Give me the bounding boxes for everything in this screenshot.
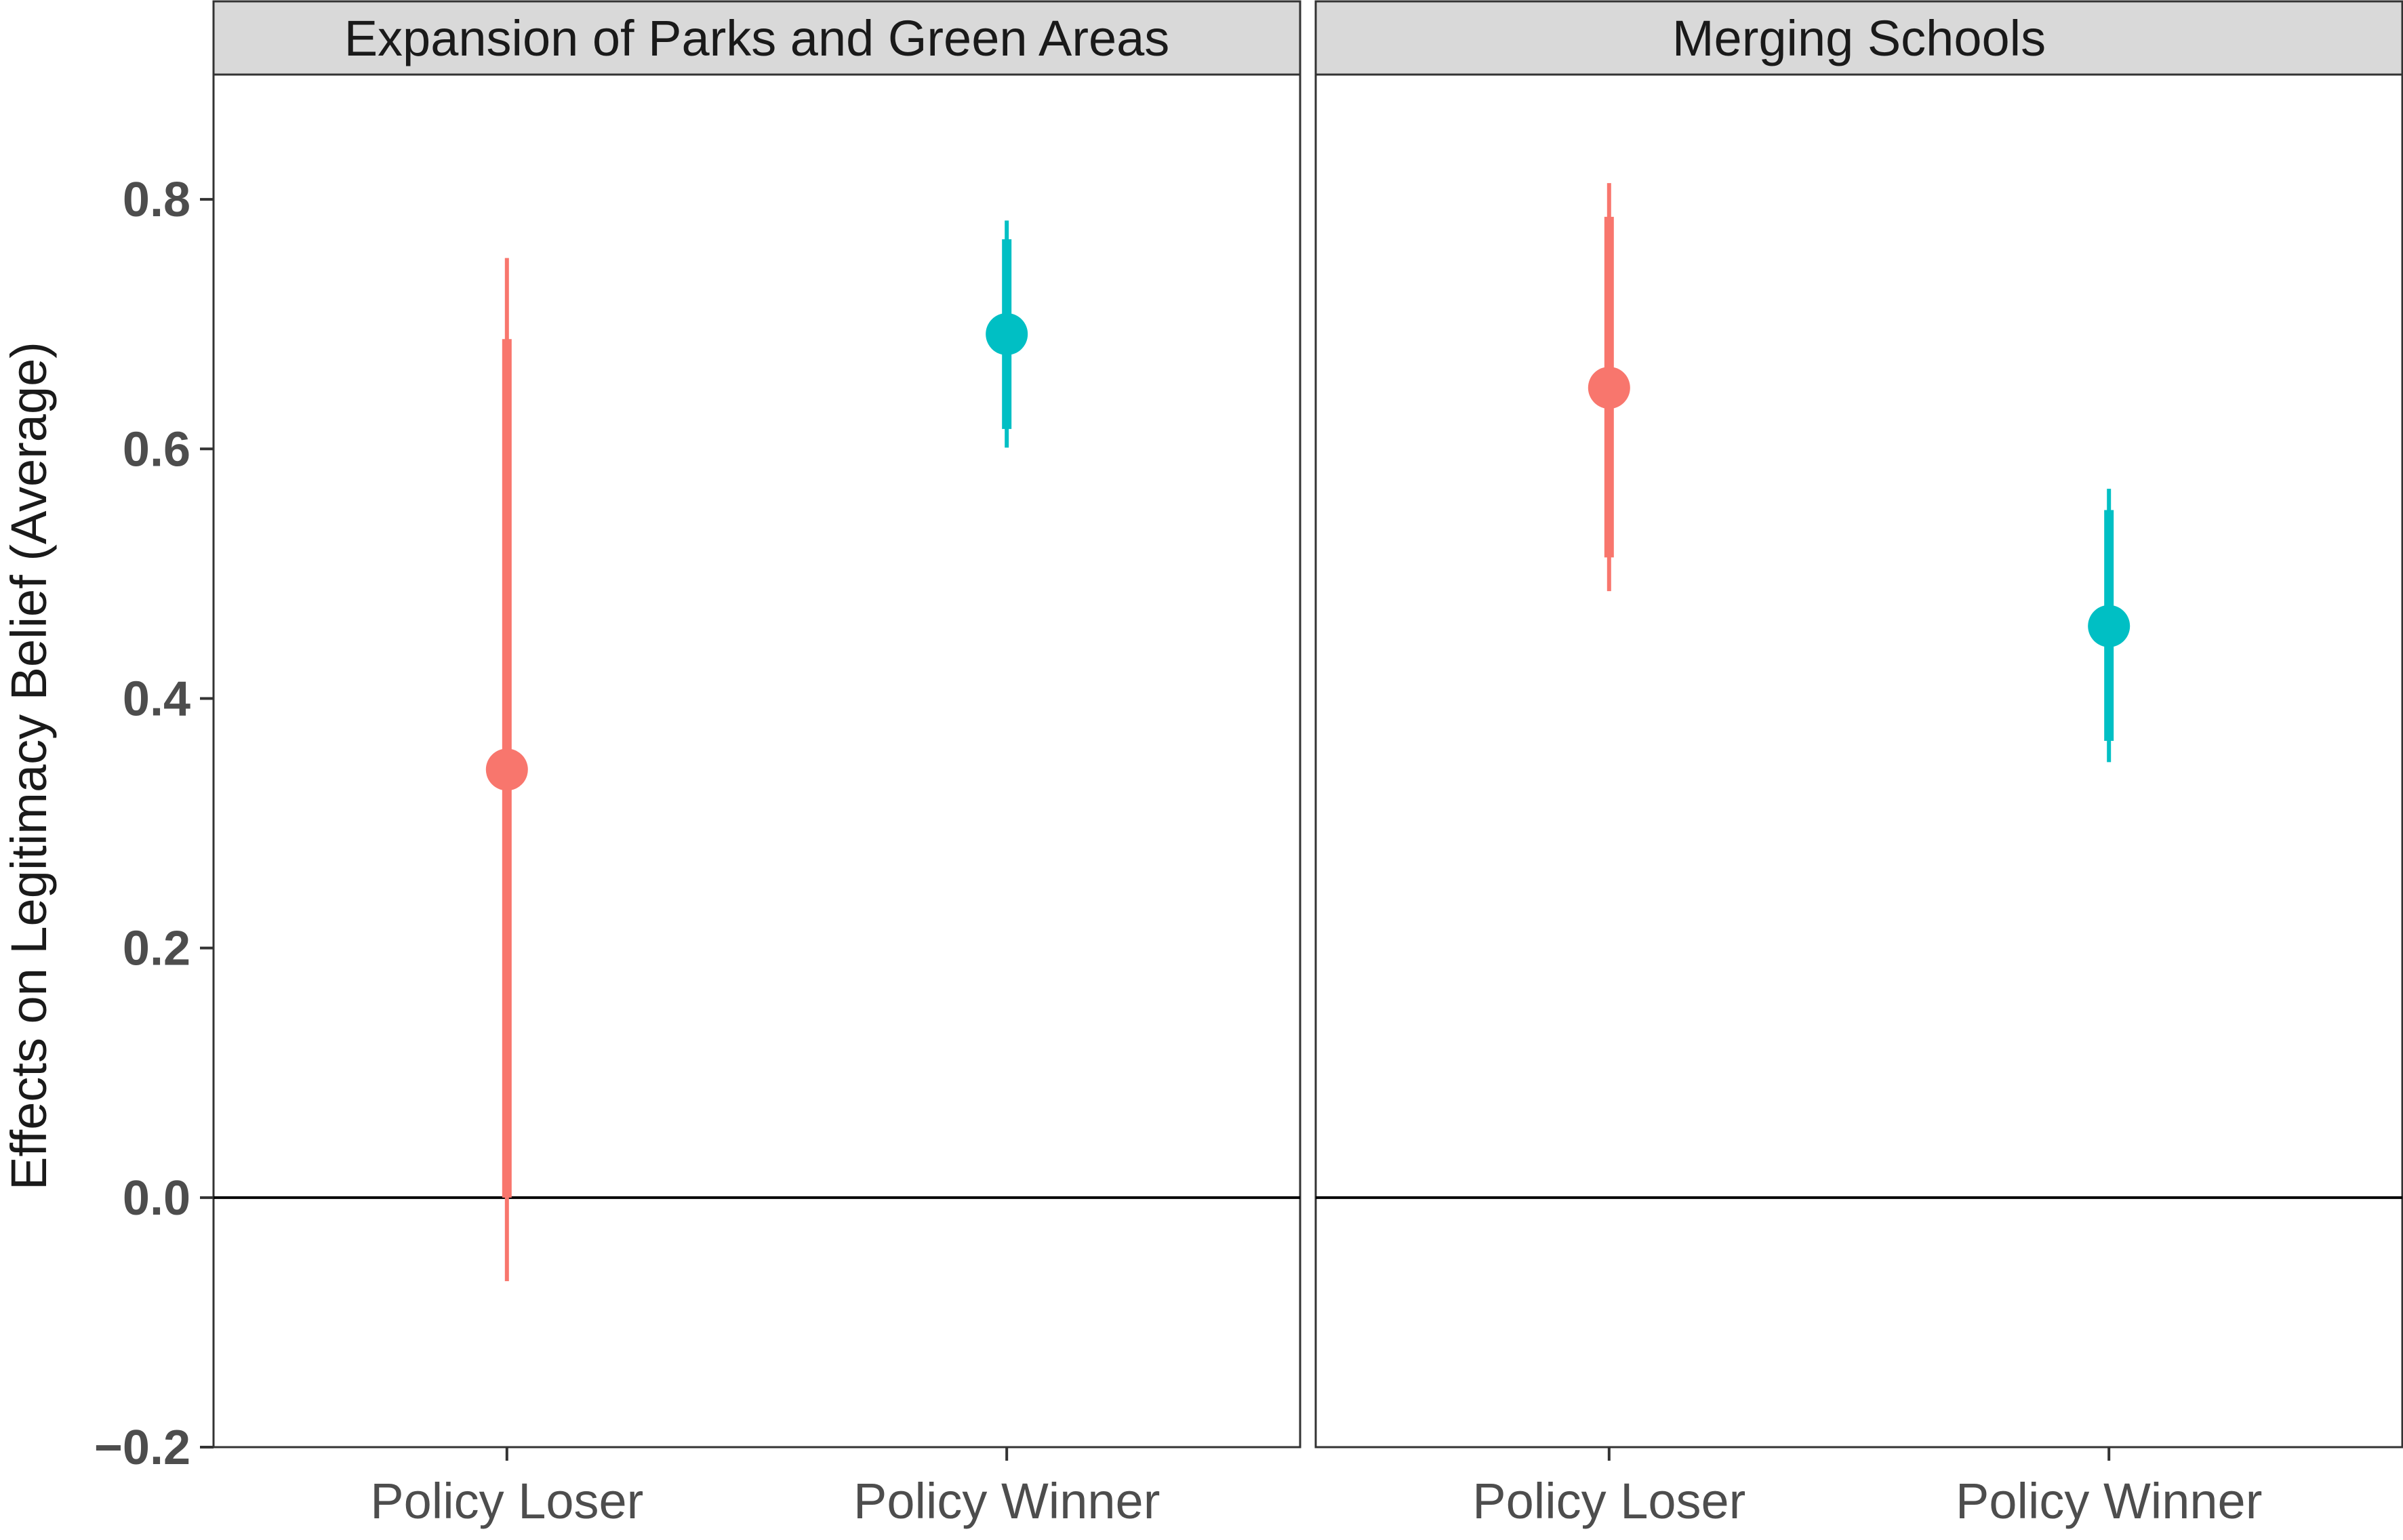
y-tick-label: 0.0 — [123, 1171, 190, 1225]
y-tick-label: 0.4 — [123, 672, 190, 726]
y-tick-label: 0.8 — [123, 173, 190, 227]
x-tick-label: Policy Loser — [370, 1473, 643, 1529]
point-estimate — [986, 312, 1028, 355]
point-estimate — [1588, 367, 1630, 409]
panel-border — [1314, 73, 2403, 1448]
point-estimate — [2088, 605, 2131, 647]
x-tick-label: Policy Loser — [1472, 1473, 1745, 1529]
y-tick-label: 0.2 — [123, 922, 190, 976]
panel-border — [212, 73, 1301, 1448]
facet-panel: Expansion of Parks and Green Areas Policy… — [212, 0, 1301, 1529]
panel-title: Expansion of Parks and Green Areas — [344, 10, 1170, 66]
x-tick-label: Policy Winner — [1956, 1473, 2262, 1529]
point-estimate — [485, 748, 528, 791]
y-axis-label: Effects on Legitimacy Belief (Average) — [1, 342, 57, 1190]
x-tick-label: Policy Winner — [853, 1473, 1160, 1529]
facet-panels: Expansion of Parks and Green Areas Policy… — [212, 0, 2403, 1529]
y-tick-label: 0.6 — [123, 422, 190, 477]
facet-panel: Merging Schools Policy Loser Policy Winner — [1314, 0, 2403, 1529]
y-tick-label: −0.2 — [94, 1421, 190, 1475]
y-axis: −0.2 0.0 0.2 0.4 0.6 0.8 — [94, 173, 214, 1475]
panel-title: Merging Schools — [1672, 10, 2046, 66]
